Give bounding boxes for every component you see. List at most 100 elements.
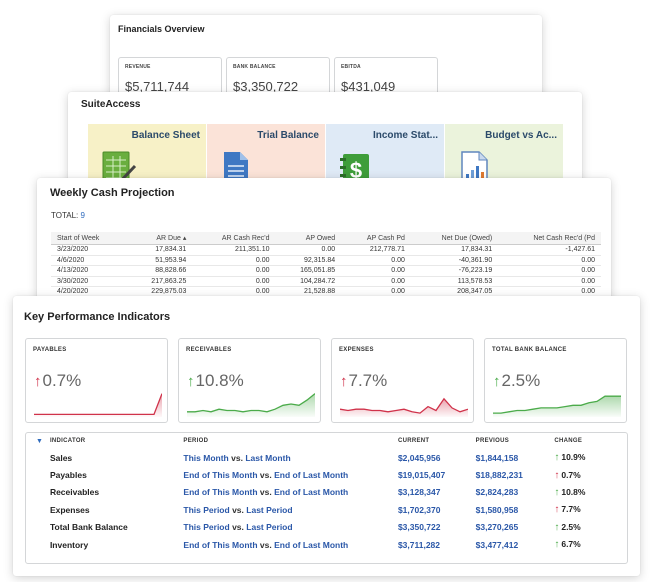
period-previous-link[interactable]: Last Period (246, 522, 293, 533)
current-value-link[interactable]: $1,702,370 (397, 504, 441, 515)
col-current: CURRENT (397, 438, 430, 444)
expenses-sparkline (340, 397, 468, 417)
total-bank-balance-kpi-card[interactable]: TOTAL BANK BALANCE ↑2.5% (484, 338, 627, 423)
table-row[interactable]: 4/6/2020 51,953.94 0.00 92,315.84 0.00 -40,36… (51, 255, 601, 267)
kpi-table-row[interactable]: Total Bank Balance This Period vs. Last P… (26, 519, 627, 536)
kpi-table-row[interactable]: Receivables End of This Month vs. End of … (26, 484, 627, 501)
kpi-table-body: Sales This Month vs. Last Month $2,045,956… (26, 449, 627, 553)
arrow-up-icon: ↑ (493, 373, 501, 390)
period-current-link[interactable]: This Period (183, 522, 230, 533)
total-count-link[interactable]: 9 (80, 211, 85, 220)
table-cell: 17,834.31 (410, 244, 499, 256)
expenses-kpi-value-wrap: ↑7.7% (340, 371, 387, 391)
table-cell: -1,427.61 (498, 244, 601, 256)
table-cell: 3/23/2020 (51, 244, 127, 256)
table-cell: -76,223.19 (410, 265, 499, 277)
total-bank-balance-sparkline (493, 395, 621, 417)
change-value: 6.7% (561, 539, 581, 550)
col-change: CHANGE (554, 438, 583, 444)
period-vs: vs. (259, 470, 272, 481)
kpi-table-row[interactable]: Inventory End of This Month vs. End of La… (26, 536, 627, 553)
col-net-due[interactable]: Net Due (Owed) (410, 232, 499, 245)
collapse-toggle[interactable]: ▼ (26, 433, 50, 449)
period-cell: End of This Month vs. End of Last Month (183, 466, 398, 483)
previous-value-link[interactable]: $3,270,265 (475, 522, 519, 533)
sparkline-line (340, 397, 468, 414)
weekly-cash-projection-panel: Weekly Cash Projection TOTAL: 9 Start of… (37, 178, 611, 306)
table-cell: 0.00 (192, 255, 276, 267)
col-ap-cash-pd[interactable]: AP Cash Pd (341, 232, 411, 245)
sparkline-area (187, 393, 315, 417)
kpi-table-row[interactable]: Sales This Month vs. Last Month $2,045,956… (26, 449, 627, 466)
receivables-kpi-label: RECEIVABLES (186, 347, 232, 353)
change-value: 0.7% (561, 469, 581, 480)
col-ap-owed[interactable]: AP Owed (275, 232, 342, 245)
period-current-link[interactable]: End of This Month (183, 487, 258, 498)
period-previous-link[interactable]: End of Last Month (274, 470, 349, 481)
col-ar-due[interactable]: AR Due ▴ (126, 232, 193, 245)
ebitda-value: $431,049 (341, 79, 396, 94)
table-cell: 3/30/2020 (51, 276, 127, 288)
payables-sparkline (34, 393, 162, 417)
weekly-cash-table: Start of Week AR Due ▴ AR Cash Rec'd AP … (51, 232, 601, 298)
table-row[interactable]: 4/20/2020 229,875.03 0.00 21,528.88 0.00 208,… (51, 286, 601, 298)
indicator-name: Payables (49, 470, 87, 481)
previous-value-link[interactable]: $1,844,158 (475, 452, 519, 463)
arrow-up-icon: ↑ (554, 504, 560, 516)
row-spacer (26, 519, 50, 536)
sparkline-area (34, 393, 162, 417)
indicator-name: Expenses (49, 504, 90, 515)
kpi-table-row[interactable]: Payables End of This Month vs. End of Las… (26, 466, 627, 483)
table-row[interactable]: 3/23/2020 17,834.31 211,351.10 0.00 212,778.… (51, 244, 601, 256)
table-row[interactable]: 3/30/2020 217,863.25 0.00 104,284.72 0.00 113… (51, 276, 601, 288)
previous-value-link[interactable]: $2,824,283 (475, 487, 519, 498)
col-net-cash-recd[interactable]: Net Cash Rec'd (Pd (498, 232, 601, 245)
period-current-link[interactable]: This Month (183, 452, 229, 463)
previous-value-link[interactable]: $3,477,412 (475, 539, 519, 550)
payables-kpi-card[interactable]: PAYABLES ↑0.7% (25, 338, 168, 423)
balance-sheet-label: Balance Sheet (131, 130, 200, 141)
table-cell: 0.00 (192, 276, 276, 288)
kpi-table-row[interactable]: Expenses This Period vs. Last Period $1,70… (26, 501, 627, 518)
change-cell: ↑ 10.8% (554, 484, 627, 501)
kpi-title: Key Performance Indicators (24, 311, 171, 323)
indicator-name: Inventory (49, 539, 89, 550)
period-current-link[interactable]: End of This Month (183, 470, 258, 481)
revenue-value: $5,711,744 (125, 79, 190, 94)
period-previous-link[interactable]: End of Last Month (274, 539, 349, 550)
expenses-kpi-value: 7.7% (348, 371, 388, 390)
table-cell: -40,361.90 (410, 255, 499, 267)
previous-value-link[interactable]: $18,882,231 (475, 470, 523, 481)
current-value-link[interactable]: $3,128,347 (397, 487, 441, 498)
current-value-link[interactable]: $2,045,956 (397, 452, 441, 463)
sparkline-line (187, 393, 315, 413)
period-previous-link[interactable]: Last Month (245, 452, 291, 463)
period-current-link[interactable]: End of This Month (183, 539, 258, 550)
period-current-link[interactable]: This Period (183, 504, 230, 515)
period-cell: This Period vs. Last Period (183, 501, 398, 518)
current-value-link[interactable]: $3,350,722 (397, 522, 441, 533)
current-value-link[interactable]: $19,015,407 (397, 470, 446, 481)
dollar-notebook-icon: $ (340, 148, 372, 192)
period-vs: vs. (259, 487, 272, 498)
triangle-down-icon: ▼ (36, 437, 44, 445)
bank-balance-label: BANK BALANCE (233, 64, 276, 70)
receivables-kpi-card[interactable]: RECEIVABLES ↑10.8% (178, 338, 321, 423)
suite-access-title: SuiteAccess (81, 99, 141, 110)
period-cell: End of This Month vs. End of Last Month (183, 536, 398, 553)
col-ar-cash-recd[interactable]: AR Cash Rec'd (192, 232, 276, 245)
period-previous-link[interactable]: Last Period (246, 504, 293, 515)
previous-value-link[interactable]: $1,580,958 (475, 504, 519, 515)
kpi-table: ▼ INDICATOR PERIOD CURRENT PREVIOUS CHAN… (26, 433, 627, 553)
revenue-label: REVENUE (125, 64, 151, 70)
current-value-link[interactable]: $3,711,282 (397, 539, 441, 550)
table-cell: 51,953.94 (126, 255, 193, 267)
sparkline-area (340, 398, 468, 417)
period-previous-link[interactable]: End of Last Month (274, 487, 349, 498)
row-spacer (26, 466, 50, 483)
col-period: PERIOD (183, 438, 209, 444)
table-row[interactable]: 4/13/2020 88,828.66 0.00 165,051.85 0.00 -76,… (51, 265, 601, 277)
col-start-of-week[interactable]: Start of Week (51, 232, 127, 245)
change-value: 2.5% (561, 521, 581, 532)
expenses-kpi-card[interactable]: EXPENSES ↑7.7% (331, 338, 474, 423)
